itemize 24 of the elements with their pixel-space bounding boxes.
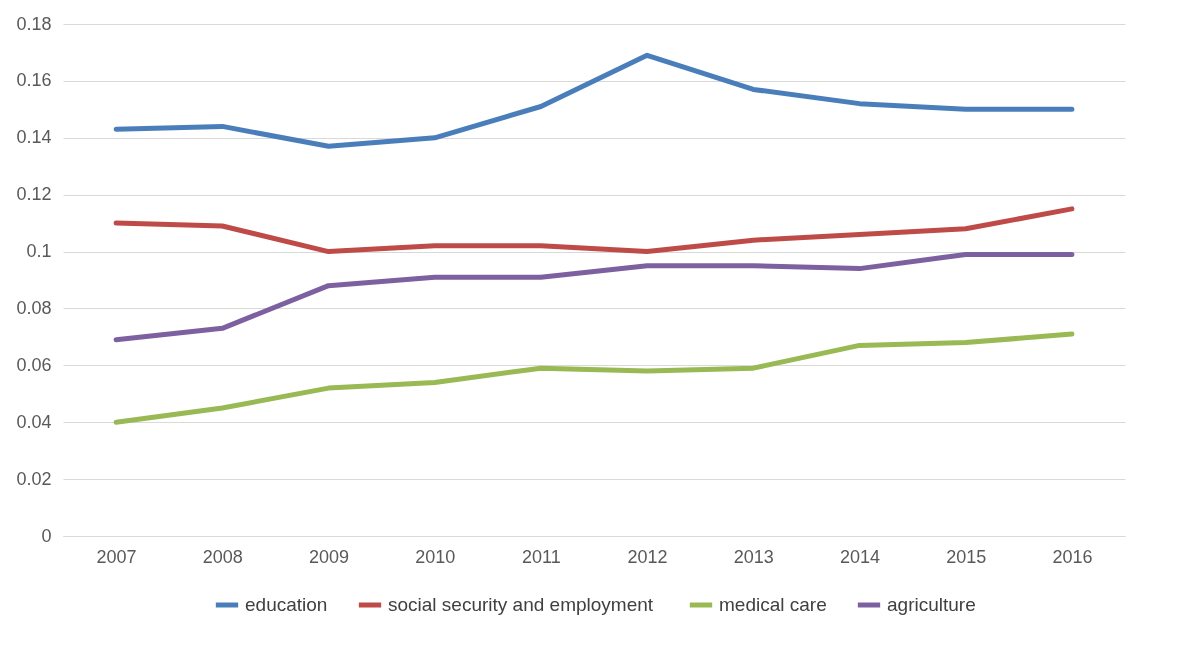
x-tick-label: 2011 xyxy=(522,546,561,567)
y-tick-label: 0.16 xyxy=(16,70,52,91)
y-tick-label: 0.08 xyxy=(16,297,52,318)
y-tick-label: 0.06 xyxy=(16,354,52,375)
x-tick-label: 2013 xyxy=(733,546,774,567)
y-tick-label: 0.04 xyxy=(16,411,52,432)
legend-label: social security and employment xyxy=(388,594,654,615)
y-tick-label: 0.14 xyxy=(16,127,52,148)
legend-label: education xyxy=(245,594,328,615)
x-tick-label: 2008 xyxy=(202,546,243,567)
y-tick-label: 0.02 xyxy=(16,468,52,489)
x-tick-label: 2010 xyxy=(415,546,456,567)
y-tick-label: 0 xyxy=(41,525,52,546)
x-tick-label: 2012 xyxy=(627,546,668,567)
x-tick-label: 2016 xyxy=(1052,546,1093,567)
legend-label: agriculture xyxy=(887,594,976,615)
x-tick-label: 2009 xyxy=(308,546,350,567)
x-tick-label: 2014 xyxy=(839,546,881,567)
y-tick-label: 0.1 xyxy=(26,241,52,262)
x-tick-label: 2015 xyxy=(946,546,987,567)
legend-label: medical care xyxy=(719,594,827,615)
y-tick-label: 0.18 xyxy=(16,13,52,34)
x-tick-label: 2007 xyxy=(96,546,137,567)
y-tick-label: 0.12 xyxy=(16,184,52,205)
